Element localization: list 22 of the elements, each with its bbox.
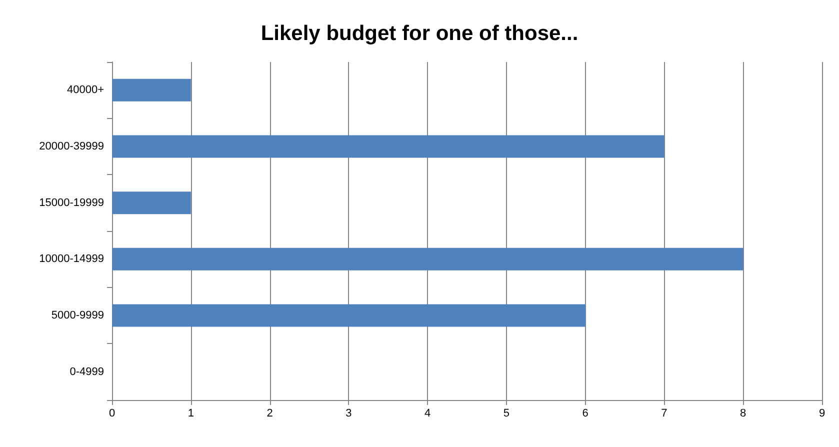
bar bbox=[112, 135, 664, 158]
y-tick-label: 20000-39999 bbox=[39, 140, 104, 152]
bar bbox=[112, 248, 744, 270]
x-tick-label: 5 bbox=[503, 408, 510, 420]
bar bbox=[112, 192, 191, 214]
y-tick-label: 15000-19999 bbox=[39, 196, 104, 209]
y-tick-label: 5000-9999 bbox=[51, 310, 104, 322]
bar bbox=[112, 304, 586, 327]
x-tick-label: 2 bbox=[266, 408, 273, 420]
bar bbox=[112, 78, 191, 102]
y-tick-label: 0-4999 bbox=[70, 366, 104, 378]
x-tick-label: 3 bbox=[346, 408, 352, 420]
x-tick-label: 7 bbox=[661, 408, 668, 420]
x-tick-label: 8 bbox=[740, 408, 746, 420]
x-tick-label: 4 bbox=[424, 408, 431, 420]
x-tick-label: 1 bbox=[188, 408, 194, 420]
chart-title: Likely budget for one of those... bbox=[260, 22, 578, 45]
y-tick-label: 40000+ bbox=[66, 84, 104, 96]
x-tick-label: 0 bbox=[108, 408, 116, 420]
x-tick-label: 6 bbox=[582, 408, 588, 420]
y-tick-label: 10000-14999 bbox=[39, 253, 104, 266]
x-tick-label: 9 bbox=[818, 408, 826, 420]
